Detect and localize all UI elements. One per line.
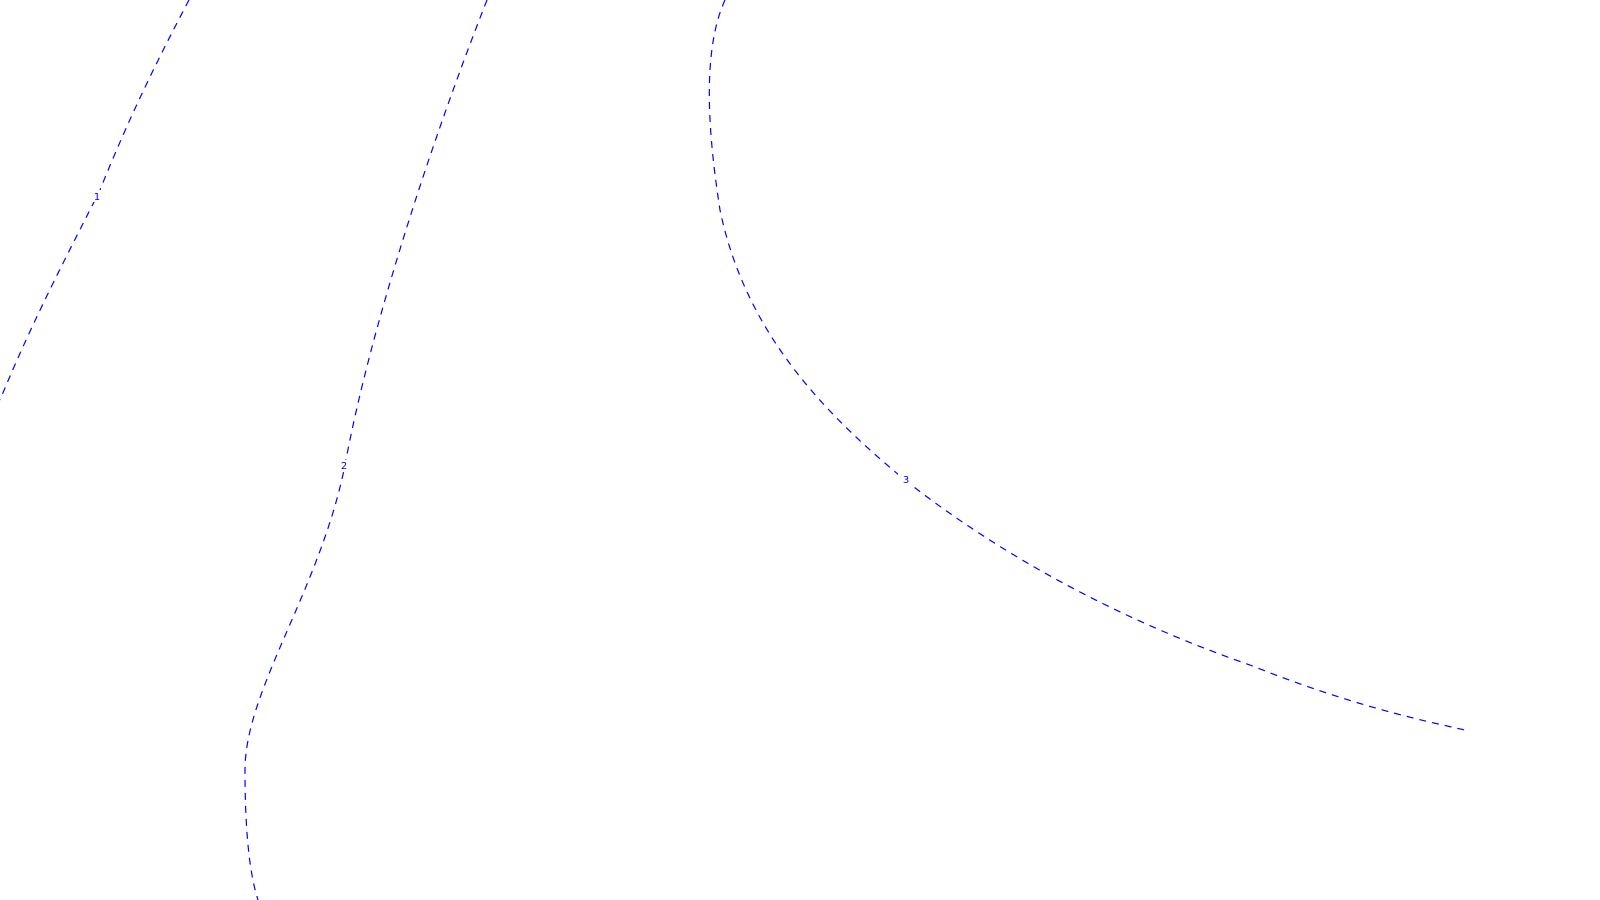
contour-line-3-group: 3 (708, 0, 1466, 731)
contour-line-3 (708, 0, 1466, 731)
contour-label-3-background (898, 473, 914, 485)
contour-label-3: 3 (903, 475, 909, 486)
contour-line-2 (244, 0, 488, 900)
contour-line-1-group: 1 (0, 0, 190, 401)
contour-label-2-background (336, 460, 352, 472)
contour-line-2-group: 2 (244, 0, 488, 900)
contour-label-1-background (90, 190, 104, 202)
contour-label-2: 2 (341, 461, 347, 472)
contour-label-1: 1 (94, 192, 100, 203)
